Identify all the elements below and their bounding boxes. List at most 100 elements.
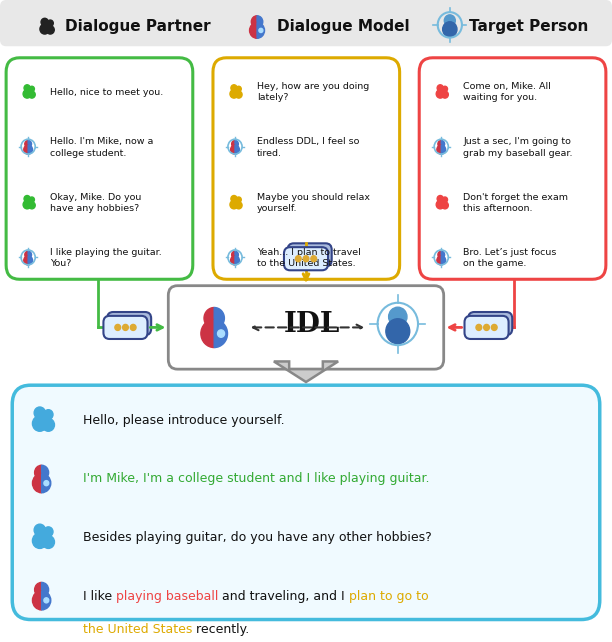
Circle shape: [29, 86, 34, 92]
Wedge shape: [235, 256, 239, 265]
Circle shape: [115, 324, 121, 331]
Text: Dialogue Model: Dialogue Model: [277, 19, 409, 35]
Wedge shape: [35, 465, 42, 480]
Text: Just a sec, I'm going to
grab my baseball gear.: Just a sec, I'm going to grab my basebal…: [463, 137, 573, 157]
Circle shape: [386, 318, 410, 344]
Circle shape: [34, 524, 45, 536]
Circle shape: [476, 324, 482, 331]
Wedge shape: [235, 251, 239, 258]
Circle shape: [43, 527, 53, 537]
Circle shape: [236, 202, 242, 209]
Wedge shape: [32, 591, 42, 610]
Circle shape: [259, 28, 263, 33]
Wedge shape: [231, 251, 235, 258]
Circle shape: [437, 85, 443, 91]
Circle shape: [231, 196, 237, 202]
Text: plan to go to: plan to go to: [349, 589, 428, 603]
Text: Maybe you should relax
yourself.: Maybe you should relax yourself.: [257, 193, 370, 213]
Wedge shape: [32, 474, 42, 493]
Circle shape: [41, 18, 48, 26]
Wedge shape: [441, 251, 444, 258]
Wedge shape: [24, 251, 28, 258]
Text: recently.: recently.: [192, 623, 249, 636]
Wedge shape: [42, 591, 51, 610]
Circle shape: [42, 535, 54, 548]
Wedge shape: [214, 308, 225, 329]
Text: Dialogue Partner: Dialogue Partner: [65, 19, 211, 35]
Text: Don't forget the exam
this afternoon.: Don't forget the exam this afternoon.: [463, 193, 569, 213]
Wedge shape: [42, 474, 51, 493]
Wedge shape: [24, 256, 28, 265]
Text: Yeah... I plan to travel
to the United States.: Yeah... I plan to travel to the United S…: [257, 248, 361, 268]
Circle shape: [444, 15, 455, 26]
Circle shape: [34, 407, 45, 419]
Wedge shape: [441, 145, 446, 154]
Wedge shape: [235, 141, 239, 148]
Circle shape: [24, 196, 30, 202]
Circle shape: [43, 410, 53, 419]
Circle shape: [44, 481, 49, 486]
Circle shape: [436, 200, 444, 209]
Polygon shape: [274, 361, 338, 382]
Wedge shape: [35, 582, 42, 597]
Text: Target Person: Target Person: [469, 19, 589, 35]
Circle shape: [217, 330, 225, 337]
Wedge shape: [24, 141, 28, 148]
Circle shape: [44, 598, 49, 603]
Circle shape: [442, 91, 449, 98]
Circle shape: [442, 202, 449, 209]
FancyBboxPatch shape: [0, 0, 612, 46]
Circle shape: [23, 200, 31, 209]
Circle shape: [230, 90, 238, 98]
Wedge shape: [231, 141, 235, 148]
Wedge shape: [235, 145, 239, 154]
Circle shape: [389, 308, 407, 327]
Wedge shape: [42, 582, 48, 597]
Circle shape: [437, 196, 443, 202]
Text: Okay, Mike. Do you
have any hobbies?: Okay, Mike. Do you have any hobbies?: [50, 193, 141, 213]
Text: Bro. Let’s just focus
on the game.: Bro. Let’s just focus on the game.: [463, 248, 557, 268]
Circle shape: [47, 26, 54, 34]
Wedge shape: [214, 320, 228, 347]
Circle shape: [29, 202, 35, 209]
Circle shape: [32, 533, 47, 548]
FancyBboxPatch shape: [6, 58, 193, 279]
Wedge shape: [437, 256, 441, 265]
Circle shape: [236, 197, 241, 202]
Circle shape: [130, 324, 136, 331]
Text: I'm Mike, I'm a college student and I like playing guitar.: I'm Mike, I'm a college student and I li…: [83, 473, 429, 485]
Circle shape: [491, 324, 497, 331]
Wedge shape: [231, 256, 235, 265]
Wedge shape: [28, 251, 32, 258]
Wedge shape: [24, 145, 28, 154]
Circle shape: [23, 90, 31, 98]
Wedge shape: [28, 256, 32, 265]
Circle shape: [47, 20, 53, 26]
FancyBboxPatch shape: [213, 58, 400, 279]
Wedge shape: [231, 145, 235, 154]
Circle shape: [236, 86, 241, 92]
Text: Hello. I'm Mike, now a
college student.: Hello. I'm Mike, now a college student.: [50, 137, 154, 157]
Text: Come on, Mike. All
waiting for you.: Come on, Mike. All waiting for you.: [463, 82, 551, 102]
Text: the United States: the United States: [83, 623, 192, 636]
Circle shape: [230, 200, 238, 209]
FancyBboxPatch shape: [288, 243, 332, 266]
Circle shape: [122, 324, 129, 331]
Wedge shape: [252, 16, 257, 28]
FancyBboxPatch shape: [107, 312, 151, 335]
Circle shape: [29, 197, 34, 202]
Text: I like playing the guitar.
You?: I like playing the guitar. You?: [50, 248, 162, 268]
Wedge shape: [250, 22, 257, 39]
Wedge shape: [441, 141, 444, 148]
Text: playing baseball: playing baseball: [116, 589, 218, 603]
Wedge shape: [42, 465, 48, 480]
Wedge shape: [438, 141, 441, 148]
Circle shape: [311, 256, 316, 262]
FancyBboxPatch shape: [468, 312, 512, 335]
FancyBboxPatch shape: [419, 58, 606, 279]
Wedge shape: [204, 308, 214, 329]
Wedge shape: [441, 256, 446, 265]
Text: Hey, how are you doing
lately?: Hey, how are you doing lately?: [257, 82, 369, 102]
Circle shape: [29, 91, 35, 98]
FancyBboxPatch shape: [465, 316, 509, 339]
